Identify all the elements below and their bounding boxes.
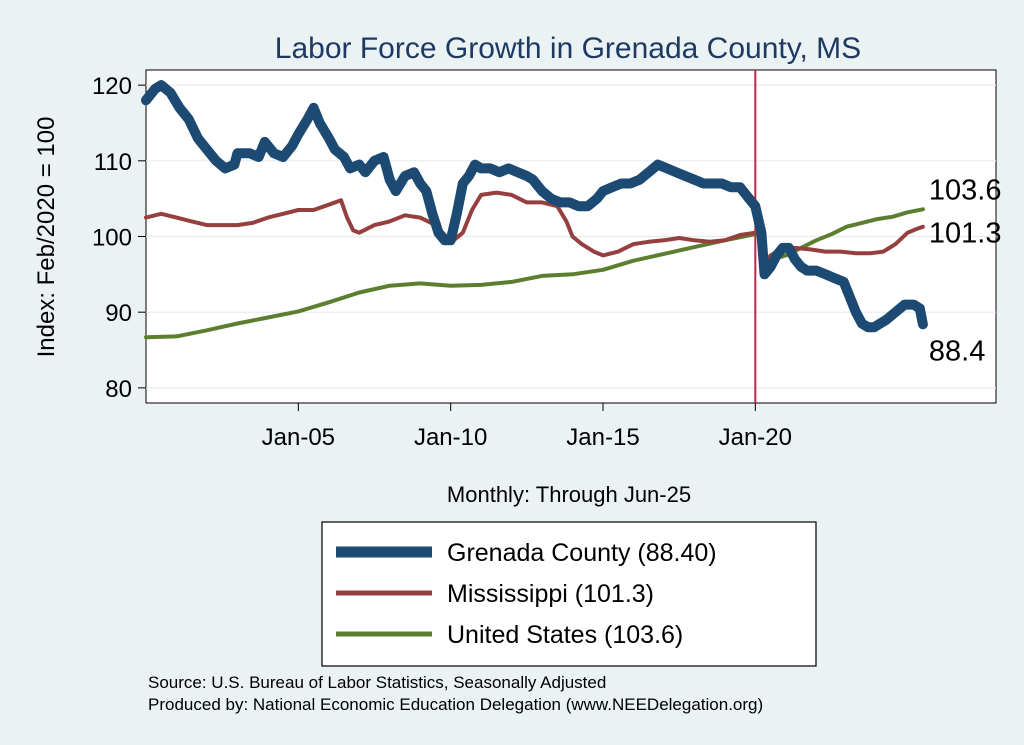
y-tick-label-120: 120 (92, 73, 132, 100)
chart-title: Labor Force Growth in Grenada County, MS (275, 32, 861, 65)
legend-label-united-states: United States (103.6) (447, 621, 683, 649)
y-tick-label-100: 100 (92, 225, 132, 252)
legend-label-grenada-county: Grenada County (88.40) (447, 539, 717, 567)
end-labels: 88.4 101.3 103.6 (929, 174, 1002, 367)
legend-label-mississippi: Mississippi (101.3) (447, 580, 654, 608)
x-axis-label: Monthly: Through Jun-25 (447, 482, 691, 507)
source-note: Source: U.S. Bureau of Labor Statistics,… (148, 673, 606, 692)
legend: Grenada County (88.40) Mississippi (101.3… (336, 539, 717, 649)
series-lines (141, 80, 928, 340)
end-label-united-states: 103.6 (929, 174, 1002, 206)
produced-by-note: Produced by: National Economic Education… (148, 695, 763, 714)
y-tick-label-80: 80 (105, 376, 132, 403)
y-tick-label-90: 90 (105, 300, 132, 327)
y-tick-label-110: 110 (94, 149, 132, 176)
y-axis-label: Index: Feb/2020 = 100 (33, 117, 60, 358)
series-line-grenada-county (141, 80, 928, 333)
series-line-united-states (144, 207, 925, 340)
x-tick-label-Jan-20: Jan-20 (719, 424, 792, 451)
x-tick-label-Jan-10: Jan-10 (414, 424, 487, 451)
y-axis: 80 90 100 110 120 (92, 73, 146, 403)
x-tick-label-Jan-15: Jan-15 (566, 424, 639, 451)
end-label-grenada-county: 88.4 (929, 335, 985, 367)
end-label-mississippi: 101.3 (929, 218, 1002, 250)
x-axis: Jan-05 Jan-10 Jan-15 Jan-20 (262, 403, 792, 451)
x-tick-label-Jan-05: Jan-05 (262, 424, 335, 451)
